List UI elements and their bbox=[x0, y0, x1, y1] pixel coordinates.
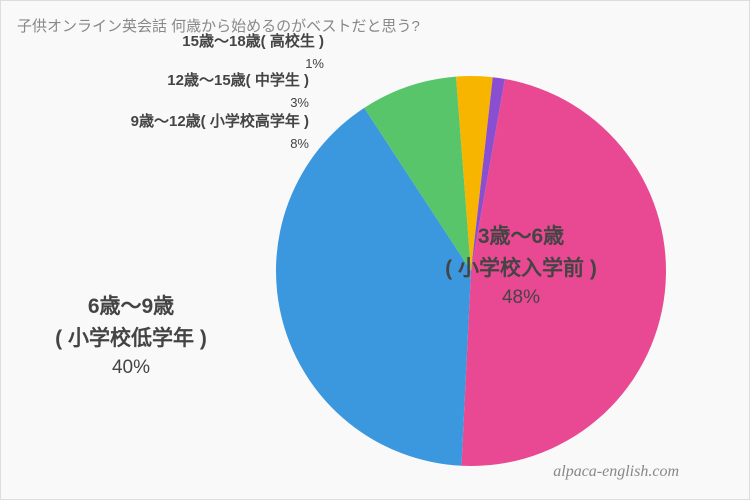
slice-label: 15歳～18歳( 高校生 )1% bbox=[182, 31, 324, 73]
watermark: alpaca-english.com bbox=[553, 463, 679, 481]
slice-label: 12歳～15歳( 中学生 )3% bbox=[167, 70, 309, 112]
slice-label: 3歳～6歳( 小学校入学前 )48% bbox=[445, 221, 597, 313]
slice-label: 6歳～9歳( 小学校低学年 )40% bbox=[55, 291, 207, 383]
slice-label: 9歳～12歳( 小学校高学年 )8% bbox=[131, 111, 309, 153]
